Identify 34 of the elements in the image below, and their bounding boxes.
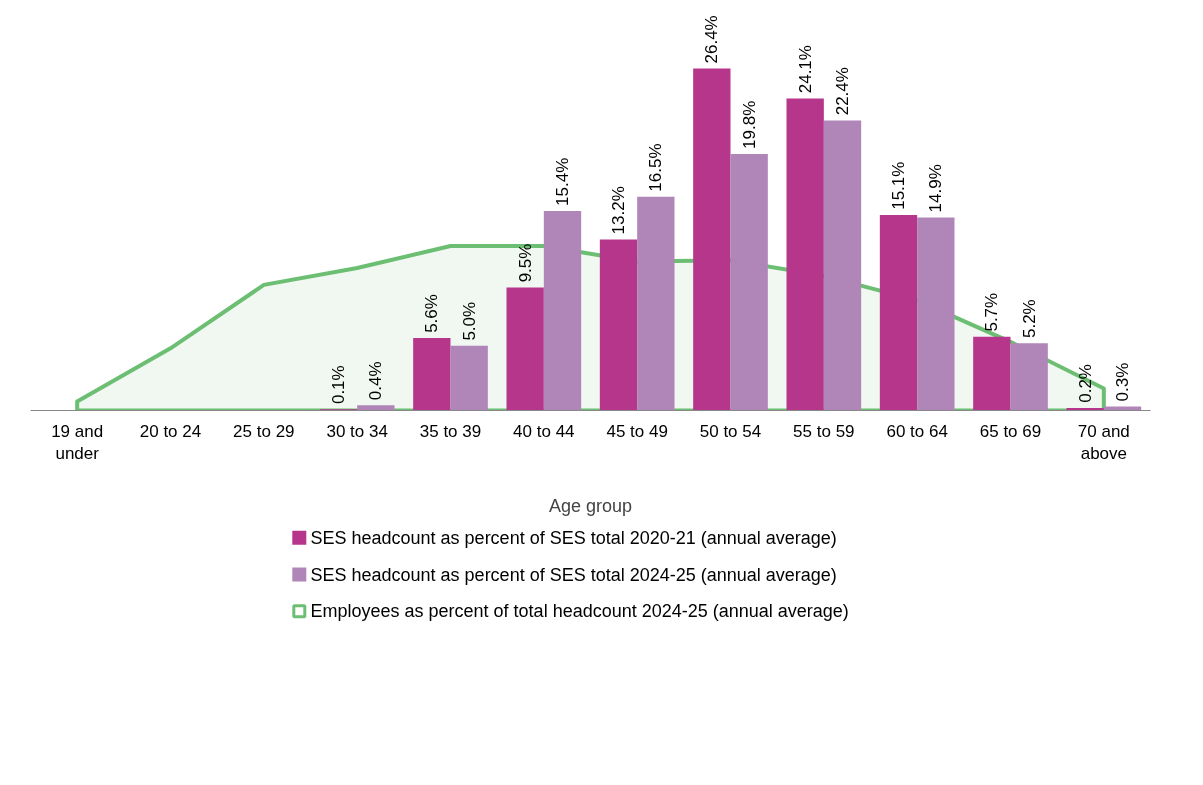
data-label: 0.2% xyxy=(1075,364,1095,403)
x-tick-label: 70 and above xyxy=(1077,421,1130,464)
data-label: 26.4% xyxy=(702,15,722,64)
legend-label: Employees as percent of total headcount 2024-25 (annual average) xyxy=(310,601,849,622)
x-tick-label: 19 and under xyxy=(51,421,104,464)
data-label: 0.4% xyxy=(366,361,386,401)
x-tick-label: 35 to 39 xyxy=(419,421,482,441)
data-label: 16.5% xyxy=(646,143,666,192)
x-tick-label: 45 to 49 xyxy=(606,421,668,441)
legend-label: SES headcount as percent of SES total 2020-21 (annual average) xyxy=(310,527,837,548)
data-label: 22.4% xyxy=(833,67,852,116)
data-label: 9.5% xyxy=(515,243,535,283)
data-label: 19.8% xyxy=(739,100,759,149)
data-label: 13.2% xyxy=(609,186,628,235)
x-tick-label: 65 to 69 xyxy=(979,421,1042,441)
x-tick-label: 30 to 34 xyxy=(326,421,388,441)
x-tick-label: 50 to 54 xyxy=(699,421,762,441)
data-label: 5.7% xyxy=(982,292,1002,332)
legend-label: SES headcount as percent of SES total 2024-25 (annual average) xyxy=(310,564,837,585)
data-label: 5.6% xyxy=(422,294,442,333)
x-tick-label: 20 to 24 xyxy=(139,421,202,441)
x-tick-label: 40 to 44 xyxy=(513,421,575,441)
x-tick-label: 60 to 64 xyxy=(886,421,948,441)
data-label: 5.2% xyxy=(1019,299,1039,339)
data-label: 15.4% xyxy=(553,157,572,206)
x-tick-label: 55 to 59 xyxy=(793,421,855,441)
data-label: 15.1% xyxy=(889,161,908,210)
data-label: 0.3% xyxy=(1113,362,1132,402)
data-label: 14.9% xyxy=(926,164,946,213)
x-axis-title: Age group xyxy=(548,496,633,517)
data-label: 24.1% xyxy=(795,45,815,94)
data-label: 0.1% xyxy=(329,365,348,405)
data-label: 5.0% xyxy=(459,301,479,341)
x-tick-label: 25 to 29 xyxy=(233,421,295,441)
